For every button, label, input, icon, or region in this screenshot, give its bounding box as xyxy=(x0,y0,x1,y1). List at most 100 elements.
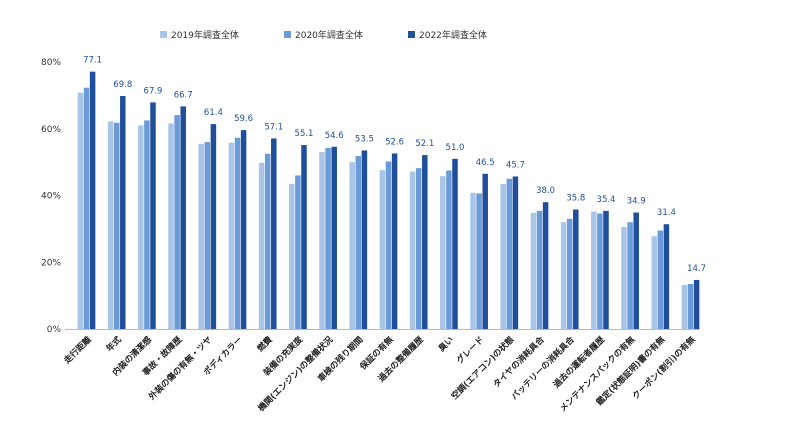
bar xyxy=(415,168,422,329)
data-label: 55.1 xyxy=(295,129,314,139)
data-label: 59.6 xyxy=(234,114,253,124)
legend-item: 2020年調査全体 xyxy=(284,29,363,41)
bar xyxy=(633,212,639,329)
bar xyxy=(349,162,355,330)
data-label: 14.7 xyxy=(687,264,706,274)
bar xyxy=(506,178,513,329)
data-label: 77.1 xyxy=(83,56,102,66)
bar xyxy=(500,184,506,329)
legend-swatch xyxy=(408,31,415,38)
bar xyxy=(385,161,392,329)
bar xyxy=(113,122,120,330)
bar xyxy=(379,170,386,329)
y-tick-label: 20% xyxy=(41,258,61,268)
x-tick-label: グレード xyxy=(454,334,486,366)
bar xyxy=(107,121,114,329)
bar xyxy=(681,284,688,329)
bar xyxy=(530,212,537,329)
bar xyxy=(180,106,186,329)
bar xyxy=(560,222,567,329)
bar xyxy=(446,170,452,329)
data-label: 61.4 xyxy=(204,108,223,118)
bar xyxy=(295,175,301,329)
bar xyxy=(663,224,670,329)
y-axis: 0% 20% 40% 60% 80% xyxy=(41,58,61,335)
bar xyxy=(391,153,398,329)
x-tick-label: 臭い xyxy=(436,334,456,354)
bar xyxy=(325,148,331,329)
y-tick-label: 40% xyxy=(41,192,61,202)
legend-label: 2022年調査全体 xyxy=(419,29,487,41)
bar xyxy=(470,192,476,329)
bar xyxy=(174,115,180,329)
bar xyxy=(440,176,446,329)
data-label: 67.9 xyxy=(144,86,163,96)
data-label: 52.6 xyxy=(385,137,404,147)
bar xyxy=(150,102,156,329)
data-label: 46.5 xyxy=(476,158,495,168)
bar xyxy=(240,130,247,329)
bar xyxy=(476,193,482,329)
bars xyxy=(77,71,700,330)
data-label: 53.5 xyxy=(355,134,374,144)
bar xyxy=(138,125,144,329)
y-tick-label: 0% xyxy=(47,325,62,335)
data-label: 51.0 xyxy=(446,143,465,153)
data-label: 35.8 xyxy=(566,194,585,204)
data-label: 57.1 xyxy=(264,122,283,132)
x-tick-label: 走行距離 xyxy=(61,334,94,367)
legend-item: 2019年調査全体 xyxy=(160,29,239,41)
y-tick-label: 80% xyxy=(41,58,61,68)
bar xyxy=(482,173,488,329)
y-tick-label: 60% xyxy=(41,125,61,135)
bar xyxy=(693,279,700,329)
data-label: 45.7 xyxy=(506,160,525,170)
bar xyxy=(591,211,597,329)
bar xyxy=(597,213,603,329)
x-tick-label: タイヤの消耗具合 xyxy=(491,334,547,390)
bar xyxy=(536,210,543,329)
data-label: 34.9 xyxy=(627,197,646,207)
legend: 2019年調査全体 2020年調査全体 2022年調査全体 xyxy=(160,29,487,41)
bar xyxy=(355,156,362,329)
data-label: 35.4 xyxy=(597,195,616,205)
data-label: 52.1 xyxy=(415,139,434,149)
bar xyxy=(512,176,519,329)
x-tick-label: 燃費 xyxy=(255,334,275,354)
bar xyxy=(651,236,657,329)
bar xyxy=(301,145,307,329)
bar xyxy=(566,218,573,329)
bar xyxy=(228,142,235,329)
bar xyxy=(258,162,265,329)
bar xyxy=(422,155,428,329)
data-label: 66.7 xyxy=(174,90,193,100)
legend-swatch xyxy=(284,31,291,38)
bar xyxy=(264,153,271,329)
bar xyxy=(204,142,211,329)
bar xyxy=(331,146,337,329)
bar xyxy=(452,158,458,329)
bar xyxy=(89,71,96,330)
bar xyxy=(542,202,549,329)
bar xyxy=(210,124,217,329)
bar xyxy=(319,152,325,329)
data-labels: 77.1 69.8 67.9 66.7 61.4 59.6 57.1 55.1 54.6 53.5… xyxy=(83,56,706,274)
bar xyxy=(234,137,241,329)
x-tick-label: 過去の運転者履歴 xyxy=(550,334,607,391)
bar xyxy=(83,87,90,329)
bar xyxy=(361,150,368,329)
data-label: 38.0 xyxy=(536,186,555,196)
legend-label: 2019年調査全体 xyxy=(171,29,239,41)
bar xyxy=(603,210,609,329)
bar xyxy=(120,96,126,329)
legend-item: 2022年調査全体 xyxy=(408,29,487,41)
bar xyxy=(289,183,295,329)
bar xyxy=(409,171,416,329)
data-label: 54.6 xyxy=(325,131,344,141)
bar xyxy=(657,230,664,329)
legend-label: 2020年調査全体 xyxy=(295,29,363,41)
bar xyxy=(687,283,694,329)
